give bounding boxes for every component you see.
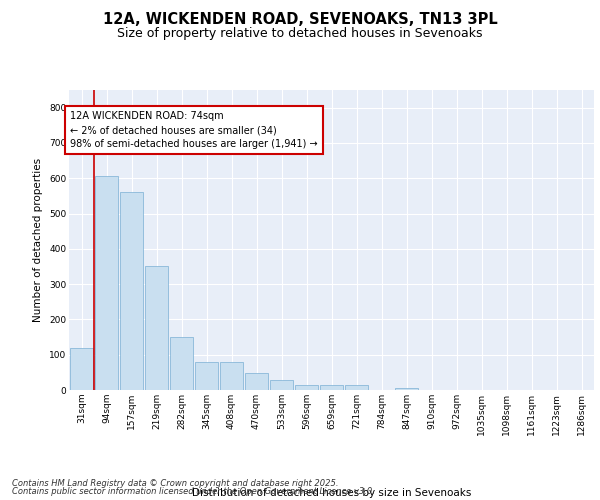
Text: 12A, WICKENDEN ROAD, SEVENOAKS, TN13 3PL: 12A, WICKENDEN ROAD, SEVENOAKS, TN13 3PL: [103, 12, 497, 28]
Text: 12A WICKENDEN ROAD: 74sqm
← 2% of detached houses are smaller (34)
98% of semi-d: 12A WICKENDEN ROAD: 74sqm ← 2% of detach…: [70, 111, 318, 149]
Text: Contains HM Land Registry data © Crown copyright and database right 2025.: Contains HM Land Registry data © Crown c…: [12, 478, 338, 488]
X-axis label: Distribution of detached houses by size in Sevenoaks: Distribution of detached houses by size …: [192, 488, 471, 498]
Bar: [220, 362, 243, 390]
Text: Contains public sector information licensed under the Open Government Licence v3: Contains public sector information licen…: [12, 487, 375, 496]
Bar: [170, 337, 193, 390]
Bar: [295, 384, 318, 390]
Text: Size of property relative to detached houses in Sevenoaks: Size of property relative to detached ho…: [117, 28, 483, 40]
Bar: [145, 266, 168, 390]
Bar: [395, 388, 418, 390]
Bar: [320, 386, 343, 390]
Bar: [95, 176, 118, 390]
Bar: [195, 362, 218, 390]
Bar: [70, 348, 93, 390]
Bar: [270, 380, 293, 390]
Y-axis label: Number of detached properties: Number of detached properties: [34, 158, 43, 322]
Bar: [245, 374, 268, 390]
Bar: [120, 192, 143, 390]
Bar: [345, 386, 368, 390]
